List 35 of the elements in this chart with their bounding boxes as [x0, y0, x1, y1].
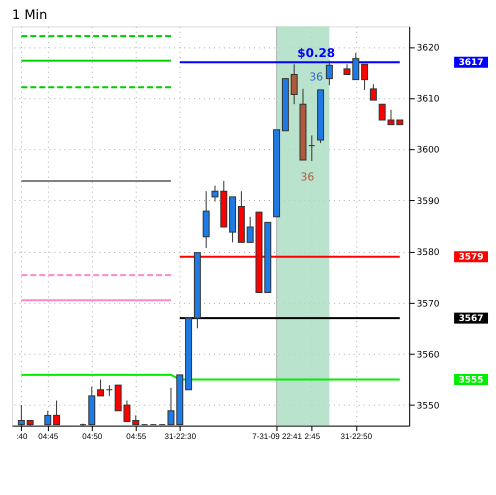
- candlestick: [387, 109, 394, 126]
- x-tick-label: 04:55: [126, 432, 147, 442]
- candlestick: [167, 387, 174, 426]
- y-tick-label: 3570: [416, 299, 440, 310]
- x-tick-label: 7-31-09 22:41: [252, 432, 302, 442]
- candlestick: [132, 414, 140, 426]
- x-tick-label: 31-22:50: [340, 432, 373, 442]
- chart-title: 1 Min: [12, 8, 48, 23]
- text: 3579: [458, 252, 484, 263]
- annotation: 36: [300, 170, 314, 184]
- candlestick: [211, 185, 218, 202]
- candlestick: [378, 104, 386, 121]
- annotation: $0.28: [297, 46, 336, 60]
- text: 3567: [458, 314, 484, 324]
- y-tick-label: 3550: [416, 402, 440, 412]
- x-tick-label: 04:45: [38, 432, 59, 442]
- y-tick-label: 3580: [416, 248, 440, 258]
- x-tick-label: :40: [16, 432, 28, 442]
- annotation: 36: [309, 70, 324, 84]
- y-tick-label: 3620: [416, 43, 440, 54]
- candlestick: [106, 384, 113, 396]
- candlestick: [123, 400, 130, 422]
- candlestick: [370, 84, 377, 101]
- x-tick-label: 04:50: [82, 432, 103, 442]
- text: 3555: [458, 376, 484, 386]
- y-tick-label: 3610: [416, 94, 440, 105]
- candlestick: [343, 64, 350, 76]
- candlestick: [326, 60, 333, 86]
- y-tick-label: 3600: [416, 146, 440, 156]
- candlestick: [308, 134, 316, 162]
- x-tick-label: 31-22:30: [164, 432, 197, 442]
- y-tick-label: 3560: [416, 350, 440, 360]
- text: 3617: [458, 58, 484, 68]
- y-tick-label: 3590: [416, 196, 440, 207]
- x-tick-label: 2:45: [304, 432, 321, 442]
